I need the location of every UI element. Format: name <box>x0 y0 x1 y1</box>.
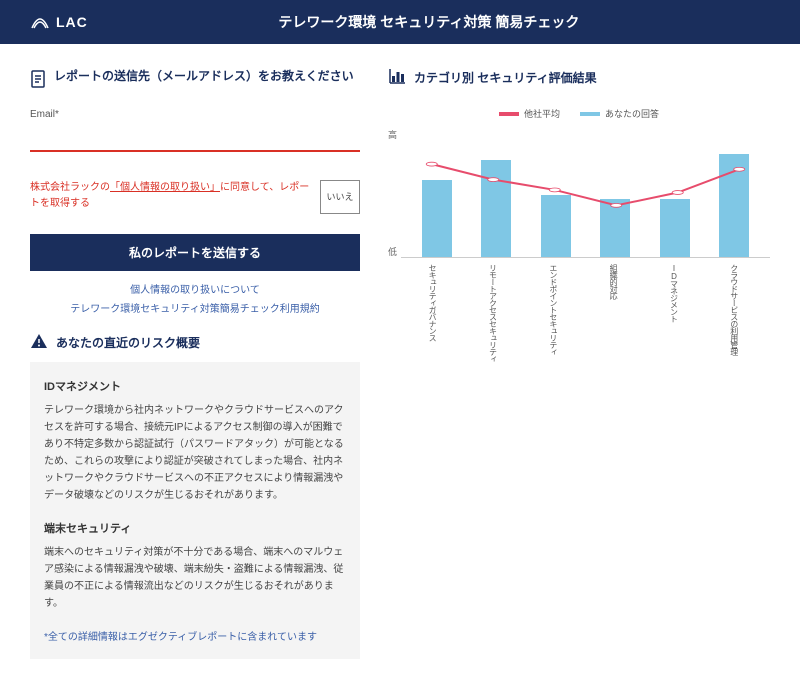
chart-x-label: セキュリティガバナンス <box>428 264 436 394</box>
chart-area <box>401 128 770 258</box>
form-section-head: レポートの送信先（メールアドレス）をお教えください <box>30 68 360 93</box>
submit-button[interactable]: 私のレポートを送信する <box>30 234 360 271</box>
chart-legend: 他社平均 あなたの回答 <box>388 107 770 120</box>
risk-item-title: IDマネジメント <box>44 378 346 394</box>
risk-item-title: 端末セキュリティ <box>44 520 346 536</box>
risk-item-body: 端末へのセキュリティ対策が不十分である場合、端末へのマルウェア感染による情報漏洩… <box>44 544 346 612</box>
form-section-title: レポートの送信先（メールアドレス）をお教えください <box>54 68 354 85</box>
chart-x-label: 組織的対応 <box>609 264 617 394</box>
legend-label: あなたの回答 <box>605 107 659 120</box>
chart-title: カテゴリ別 セキュリティ評価結果 <box>414 69 597 86</box>
terms-link[interactable]: テレワーク環境セキュリティ対策簡易チェック利用規約 <box>30 300 360 315</box>
page-title: テレワーク環境 セキュリティ対策 簡易チェック <box>88 12 770 32</box>
consent-link[interactable]: 「個人情報の取り扱い」 <box>110 182 220 193</box>
email-label: Email* <box>30 109 360 120</box>
consent-toggle[interactable]: いいえ <box>320 180 360 214</box>
chart-x-label: リモートアクセスセキュリティ <box>488 264 496 394</box>
chart-y-axis: 高 低 <box>388 128 401 258</box>
risk-note: *全ての詳細情報はエグゼクティブレポートに含まれています <box>44 628 346 643</box>
risk-item-body: テレワーク環境から社内ネットワークやクラウドサービスへのアクセスを許可する場合、… <box>44 402 346 504</box>
risk-title: あなたの直近のリスク概要 <box>56 334 200 351</box>
consent-text: 株式会社ラックの「個人情報の取り扱い」に同意して、レポートを取得する <box>30 180 312 212</box>
warning-icon <box>30 333 48 352</box>
risk-heading: あなたの直近のリスク概要 <box>30 333 360 352</box>
email-input[interactable] <box>30 124 360 152</box>
chart-x-label: エンドポイントセキュリティ <box>549 264 557 394</box>
chart-x-label: IDマネジメント <box>669 264 677 394</box>
legend-swatch <box>580 112 600 116</box>
chart-icon <box>388 68 406 87</box>
app-header: LAC テレワーク環境 セキュリティ対策 簡易チェック <box>0 0 800 44</box>
logo-icon <box>30 14 50 30</box>
document-icon <box>30 70 46 93</box>
chart-x-label: クラウドサービスの利用管理 <box>730 264 738 394</box>
risk-panel: IDマネジメントテレワーク環境から社内ネットワークやクラウドサービスへのアクセス… <box>30 362 360 659</box>
legend-label: 他社平均 <box>524 107 560 120</box>
chart-heading: カテゴリ別 セキュリティ評価結果 <box>388 68 770 87</box>
chart-x-axis: セキュリティガバナンス リモートアクセスセキュリティ エンドポイントセキュリティ 組織… <box>388 258 770 394</box>
legend-item: 他社平均 <box>499 107 560 120</box>
privacy-link[interactable]: 個人情報の取り扱いについて <box>30 281 360 296</box>
legend-item: あなたの回答 <box>580 107 659 120</box>
legend-swatch <box>499 112 519 116</box>
logo-text: LAC <box>56 14 88 30</box>
logo: LAC <box>30 14 88 30</box>
